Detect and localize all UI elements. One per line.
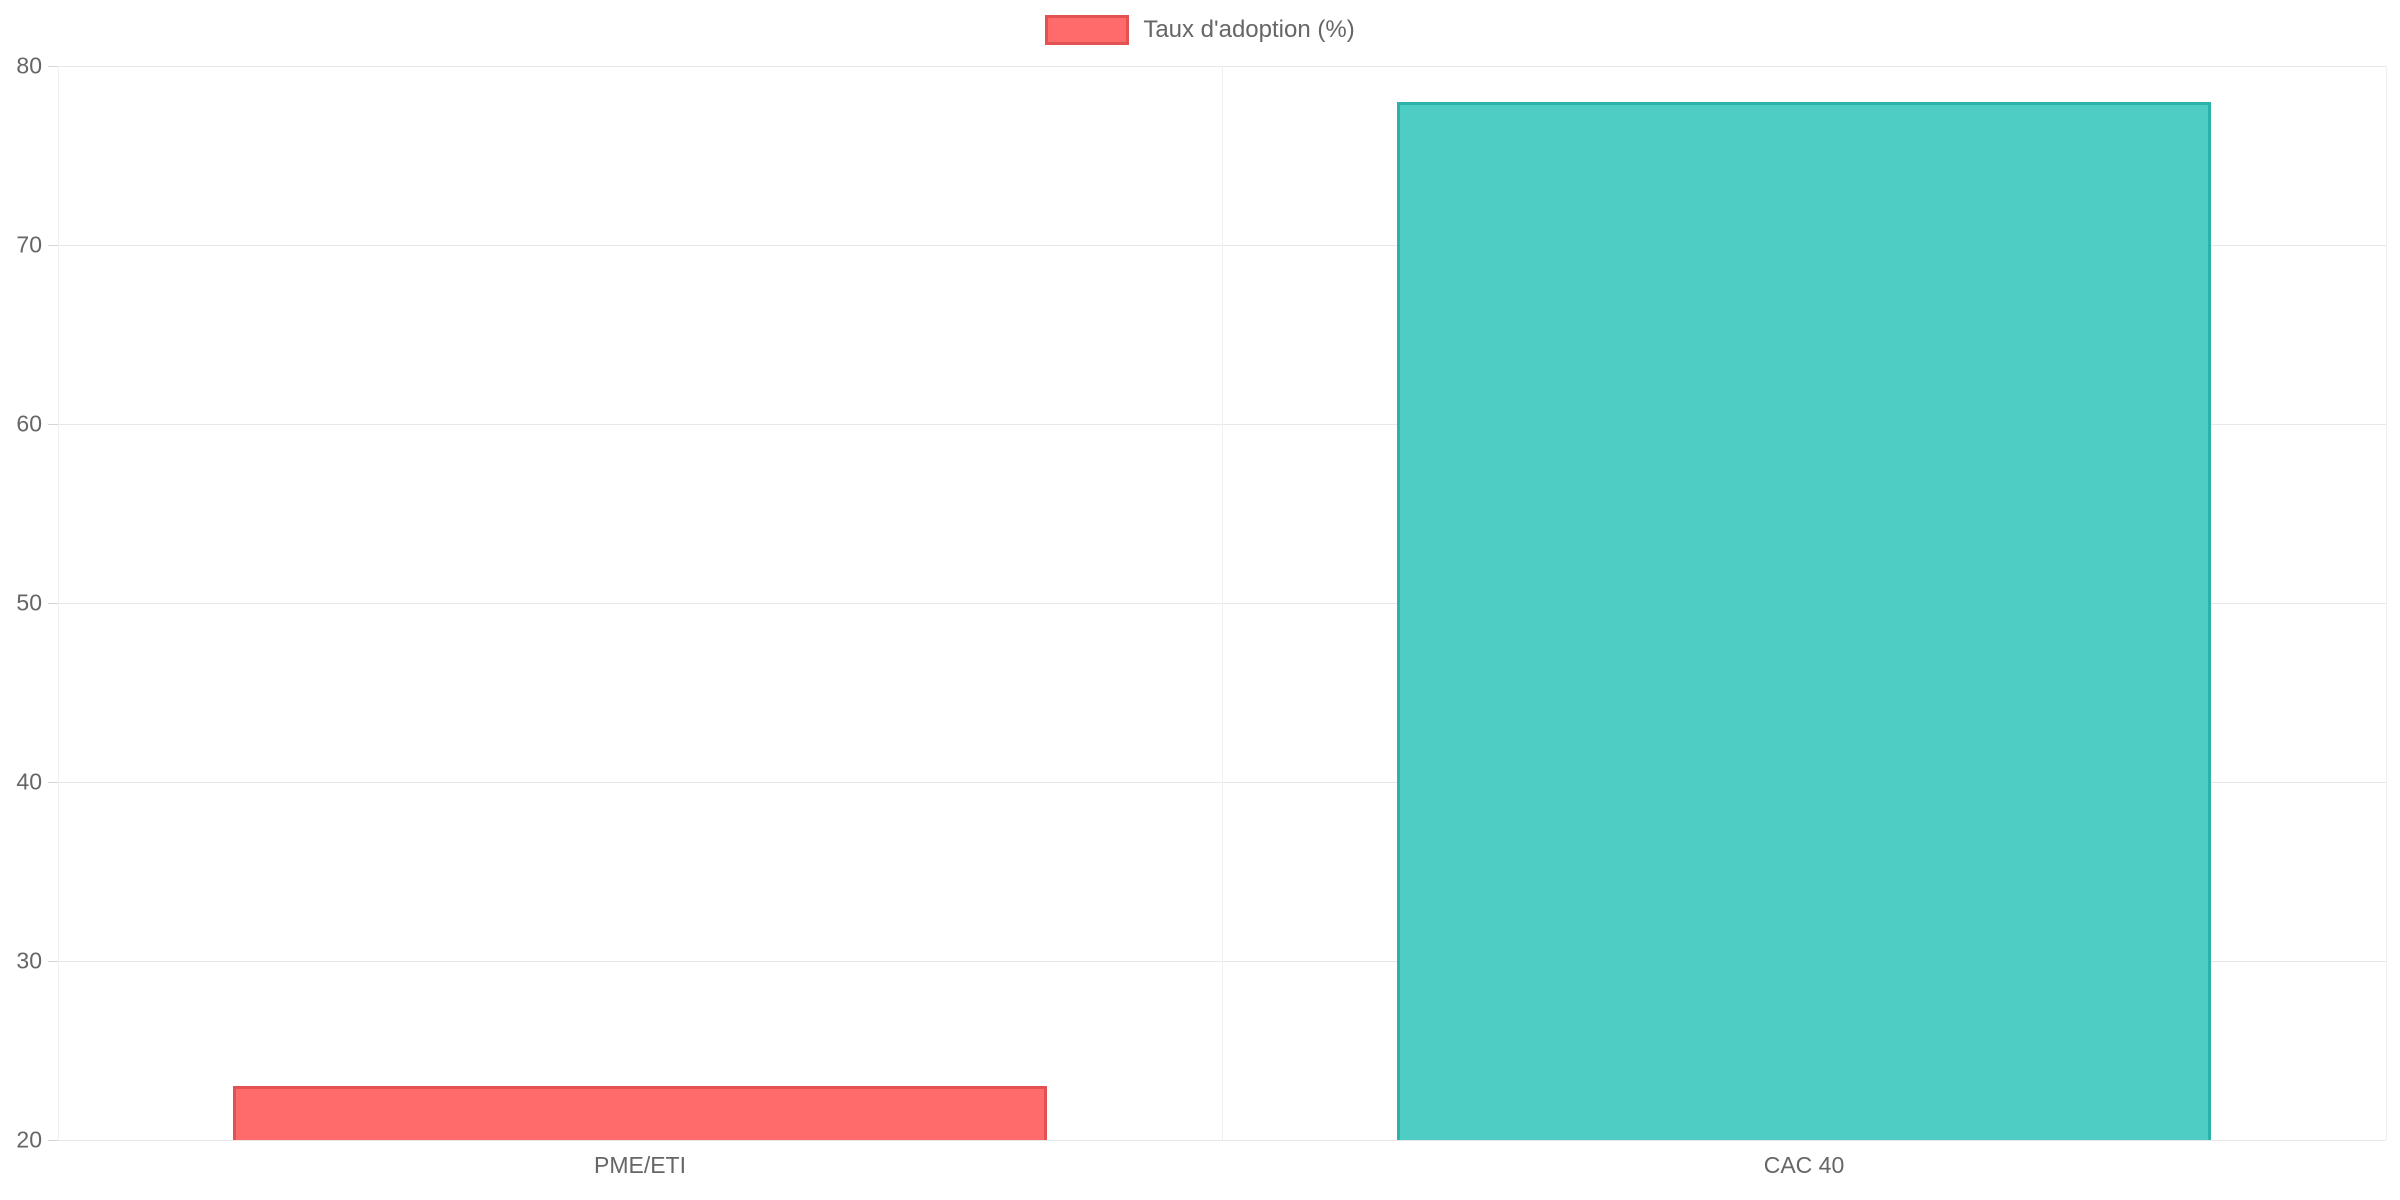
gridline-horizontal — [58, 1140, 2386, 1141]
y-axis-label: 30 — [16, 947, 42, 974]
gridline-vertical — [58, 66, 59, 1140]
y-axis-label: 50 — [16, 589, 42, 616]
plot-area: 20 30 40 50 60 70 80 — [16, 54, 2387, 1151]
y-axis-tick — [48, 782, 58, 783]
gridline-vertical — [2386, 66, 2387, 1140]
y-axis-tick — [48, 424, 58, 425]
bar-pme-eti[interactable] — [232, 1086, 1048, 1140]
y-axis-label: 20 — [16, 1126, 42, 1153]
chart-legend[interactable]: Taux d'adoption (%) — [0, 12, 2400, 48]
y-axis-label: 70 — [16, 231, 42, 258]
y-axis-label: 40 — [16, 768, 42, 795]
y-axis-tick — [48, 245, 58, 246]
y-axis-label: 80 — [16, 52, 42, 79]
gridline-vertical — [1222, 66, 1223, 1140]
y-axis-tick — [48, 1140, 58, 1141]
y-axis-tick — [48, 961, 58, 962]
y-axis-label: 60 — [16, 410, 42, 437]
x-axis-label: PME/ETI — [593, 1152, 686, 1178]
legend-label: Taux d'adoption (%) — [1143, 16, 1355, 43]
bar-cac-40[interactable] — [1396, 101, 2212, 1140]
x-axis: PME/ETI CAC 40 — [58, 1152, 2386, 1192]
y-axis-tick — [48, 603, 58, 604]
y-axis-tick — [48, 66, 58, 67]
legend-swatch — [1045, 15, 1130, 45]
x-axis-label: CAC 40 — [1763, 1152, 1845, 1178]
